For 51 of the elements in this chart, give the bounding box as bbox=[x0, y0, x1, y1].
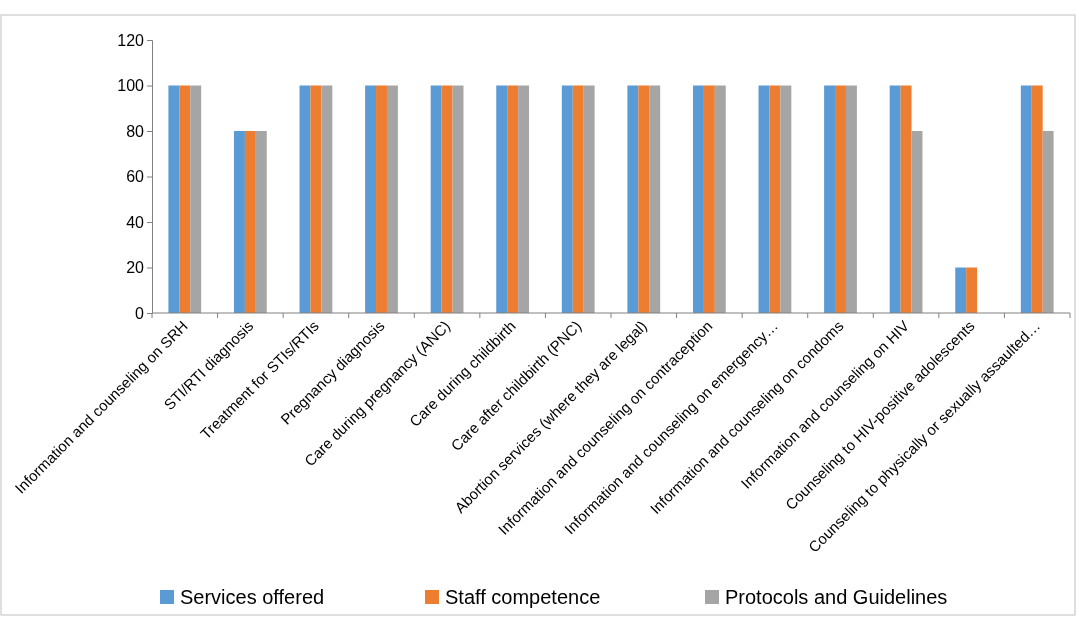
bar bbox=[649, 85, 661, 313]
bar bbox=[955, 267, 967, 313]
bar bbox=[321, 85, 333, 313]
bar bbox=[365, 85, 377, 313]
legend-label: Staff competence bbox=[445, 586, 601, 608]
bar bbox=[692, 85, 704, 313]
bar bbox=[1031, 85, 1043, 313]
bar bbox=[900, 85, 912, 313]
bar bbox=[780, 85, 792, 313]
bar bbox=[376, 85, 387, 313]
bar bbox=[244, 131, 256, 313]
y-tick-label: 20 bbox=[126, 259, 145, 277]
bar bbox=[911, 131, 923, 313]
bar bbox=[572, 85, 584, 313]
bar bbox=[714, 85, 726, 313]
bar bbox=[824, 85, 836, 313]
bar bbox=[966, 267, 978, 313]
y-tick-label: 40 bbox=[126, 213, 145, 231]
legend-label: Protocols and Guidelines bbox=[725, 586, 948, 608]
bar bbox=[507, 85, 519, 313]
y-tick-label: 0 bbox=[135, 304, 145, 322]
bar bbox=[441, 85, 453, 313]
bar bbox=[190, 85, 202, 313]
y-tick-label: 100 bbox=[117, 77, 145, 95]
bar bbox=[627, 85, 639, 313]
bar bbox=[255, 131, 267, 313]
bar bbox=[179, 85, 191, 313]
bar bbox=[386, 85, 398, 313]
y-tick-label: 60 bbox=[126, 168, 145, 186]
bar bbox=[561, 85, 573, 313]
bar bbox=[452, 85, 464, 313]
bar bbox=[835, 85, 846, 313]
legend-label: Services offered bbox=[180, 586, 325, 608]
bar bbox=[168, 85, 180, 313]
bar bbox=[310, 85, 322, 313]
bar bbox=[1020, 85, 1032, 313]
bar bbox=[758, 85, 770, 313]
y-tick-label: 80 bbox=[126, 122, 145, 140]
bar bbox=[583, 85, 595, 313]
bar bbox=[233, 131, 245, 313]
bar bbox=[769, 85, 781, 313]
bar bbox=[430, 85, 442, 313]
bar bbox=[518, 85, 530, 313]
bar bbox=[638, 85, 650, 313]
y-tick-label: 120 bbox=[117, 31, 145, 49]
bar bbox=[496, 85, 508, 313]
bar bbox=[845, 85, 857, 313]
bar bbox=[299, 85, 311, 313]
bar bbox=[703, 85, 715, 313]
bar bbox=[1042, 131, 1054, 313]
bar bbox=[889, 85, 901, 313]
